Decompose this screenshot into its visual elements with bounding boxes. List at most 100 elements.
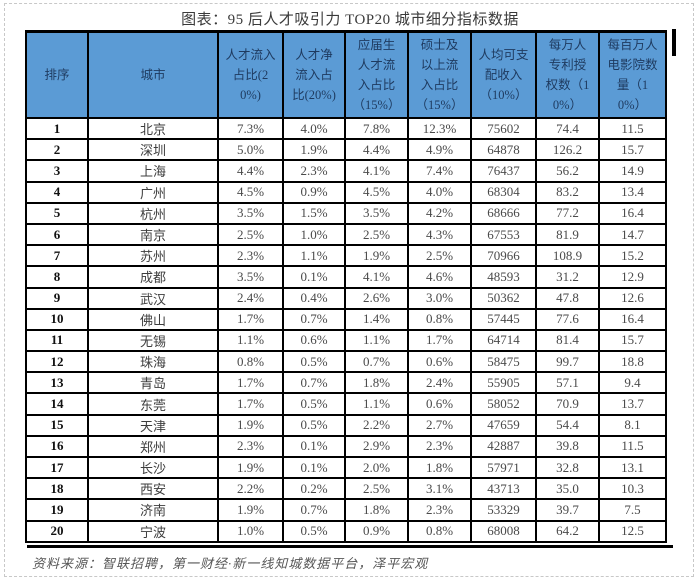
cinemas-cell: 9.4: [598, 371, 667, 395]
talent-inflow-cell: 1.7%: [217, 392, 284, 416]
city-cell: 苏州: [87, 244, 219, 268]
rank-cell: 7: [25, 244, 89, 268]
graduate-inflow-cell: 2.5%: [344, 222, 409, 247]
patents-cell: 64.2: [535, 519, 600, 543]
city-cell: 杭州: [87, 201, 219, 225]
cinemas-cell: 10.3: [598, 477, 667, 501]
city-cell: 武汉: [87, 286, 219, 310]
talent-inflow-cell: 7.3%: [217, 116, 284, 141]
city-cell: 天津: [87, 413, 219, 437]
graduate-inflow-cell: 4.4%: [344, 138, 409, 162]
city-cell: 北京: [87, 116, 219, 141]
rank-cell: 19: [25, 498, 89, 522]
net-inflow-cell: 1.9%: [282, 138, 346, 162]
talent-inflow-cell: 2.5%: [217, 222, 284, 247]
rank-cell: 1: [25, 116, 89, 141]
talent-inflow-cell: 1.9%: [217, 455, 284, 480]
header-net-inflow: 人才净流入占比(20%): [282, 30, 346, 119]
net-inflow-cell: 1.0%: [282, 222, 346, 247]
master-inflow-cell: 7.4%: [407, 159, 472, 183]
table-row: 13 青岛 1.7% 0.7% 1.8% 2.4% 55905 57.1 9.4: [25, 371, 667, 395]
rank-cell: 8: [25, 265, 89, 289]
header-master-inflow: 硕士及以上流入占比（15%）: [407, 30, 472, 119]
table-header-row: 排序 城市 人才流入占比(20%) 人才净流入占比(20%) 应届生人才流入占比…: [25, 30, 667, 119]
city-cell: 成都: [87, 265, 219, 289]
graduate-inflow-cell: 2.0%: [344, 455, 409, 480]
talent-inflow-cell: 3.5%: [217, 201, 284, 225]
talent-inflow-cell: 2.2%: [217, 477, 284, 501]
income-cell: 58475: [470, 350, 537, 374]
table-row: 18 西安 2.2% 0.2% 2.5% 3.1% 43713 35.0 10.3: [25, 477, 667, 501]
master-inflow-cell: 2.3%: [407, 498, 472, 522]
net-inflow-cell: 1.5%: [282, 201, 346, 225]
table-row: 16 郑州 2.3% 0.1% 2.9% 2.3% 42887 39.8 11.5: [25, 434, 667, 459]
net-inflow-cell: 0.1%: [282, 265, 346, 289]
master-inflow-cell: 12.3%: [407, 116, 472, 141]
talent-inflow-cell: 1.1%: [217, 328, 284, 353]
master-inflow-cell: 2.3%: [407, 434, 472, 459]
city-cell: 深圳: [87, 138, 219, 162]
cinemas-cell: 15.2: [598, 244, 667, 268]
net-inflow-cell: 0.5%: [282, 519, 346, 543]
city-cell: 无锡: [87, 328, 219, 353]
patents-cell: 35.0: [535, 477, 600, 501]
talent-inflow-cell: 1.7%: [217, 371, 284, 395]
graduate-inflow-cell: 1.4%: [344, 307, 409, 331]
graduate-inflow-cell: 1.8%: [344, 371, 409, 395]
graduate-inflow-cell: 2.6%: [344, 286, 409, 310]
city-cell: 广州: [87, 180, 219, 204]
master-inflow-cell: 3.1%: [407, 477, 472, 501]
cinemas-cell: 8.1: [598, 413, 667, 437]
graduate-inflow-cell: 0.9%: [344, 519, 409, 543]
income-cell: 64878: [470, 138, 537, 162]
income-cell: 68008: [470, 519, 537, 543]
income-cell: 75602: [470, 116, 537, 141]
table-row: 12 珠海 0.8% 0.5% 0.7% 0.6% 58475 99.7 18.8: [25, 350, 667, 374]
net-inflow-cell: 1.1%: [282, 244, 346, 268]
patents-cell: 81.9: [535, 222, 600, 247]
graduate-inflow-cell: 1.8%: [344, 498, 409, 522]
master-inflow-cell: 0.6%: [407, 392, 472, 416]
income-cell: 58052: [470, 392, 537, 416]
rank-cell: 18: [25, 477, 89, 501]
patents-cell: 70.9: [535, 392, 600, 416]
rank-cell: 17: [25, 455, 89, 480]
cinemas-cell: 11.5: [598, 116, 667, 141]
cinemas-cell: 11.5: [598, 434, 667, 459]
income-cell: 48593: [470, 265, 537, 289]
net-inflow-cell: 4.0%: [282, 116, 346, 141]
income-cell: 57971: [470, 455, 537, 480]
master-inflow-cell: 2.4%: [407, 371, 472, 395]
rank-cell: 2: [25, 138, 89, 162]
footer-divider: [27, 545, 673, 548]
header-city: 城市: [87, 30, 219, 119]
cinemas-cell: 13.7: [598, 392, 667, 416]
table-row: 2 深圳 5.0% 1.9% 4.4% 4.9% 64878 126.2 15.7: [25, 138, 667, 162]
cinemas-cell: 15.7: [598, 328, 667, 353]
cinemas-cell: 13.1: [598, 455, 667, 480]
rank-cell: 15: [25, 413, 89, 437]
city-cell: 长沙: [87, 455, 219, 480]
table-header: 排序 城市 人才流入占比(20%) 人才净流入占比(20%) 应届生人才流入占比…: [25, 30, 667, 119]
table-row: 17 长沙 1.9% 0.1% 2.0% 1.8% 57971 32.8 13.1: [25, 455, 667, 480]
table-row: 3 上海 4.4% 2.3% 4.1% 7.4% 76437 56.2 14.9: [25, 159, 667, 183]
cinemas-cell: 15.7: [598, 138, 667, 162]
income-cell: 57445: [470, 307, 537, 331]
cinemas-cell: 12.5: [598, 519, 667, 543]
graduate-inflow-cell: 0.7%: [344, 350, 409, 374]
cinemas-cell: 14.9: [598, 159, 667, 183]
indicator-table: 排序 城市 人才流入占比(20%) 人才净流入占比(20%) 应届生人才流入占比…: [25, 30, 667, 543]
rank-cell: 3: [25, 159, 89, 183]
talent-inflow-cell: 2.3%: [217, 434, 284, 459]
graduate-inflow-cell: 1.1%: [344, 328, 409, 353]
master-inflow-cell: 4.9%: [407, 138, 472, 162]
rank-cell: 13: [25, 371, 89, 395]
graduate-inflow-cell: 7.8%: [344, 116, 409, 141]
city-cell: 佛山: [87, 307, 219, 331]
rank-cell: 11: [25, 328, 89, 353]
patents-cell: 83.2: [535, 180, 600, 204]
table-row: 8 成都 3.5% 0.1% 4.1% 4.6% 48593 31.2 12.9: [25, 265, 667, 289]
income-cell: 64714: [470, 328, 537, 353]
header-talent-inflow: 人才流入占比(20%): [217, 30, 284, 119]
income-cell: 50362: [470, 286, 537, 310]
